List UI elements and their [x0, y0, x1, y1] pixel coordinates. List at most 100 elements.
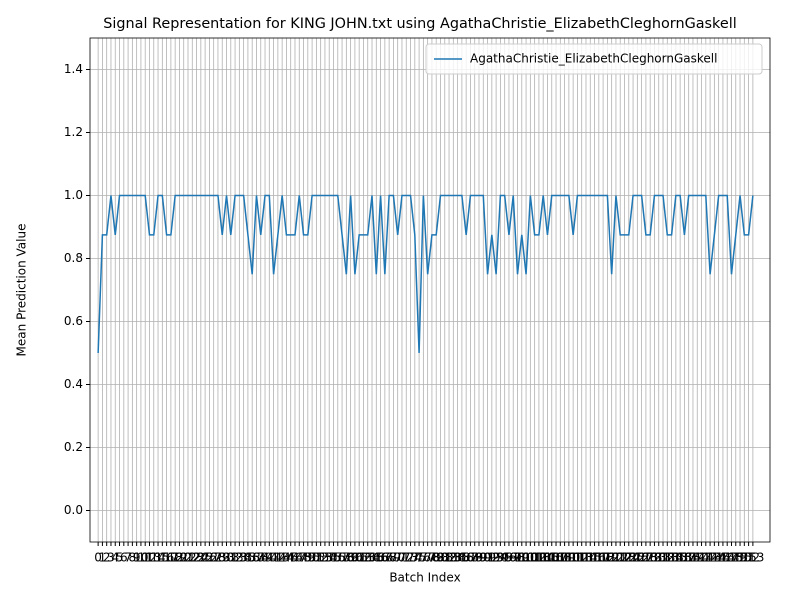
x-tick-label: 53: [317, 551, 332, 565]
x-tick-label: 21: [180, 551, 195, 565]
x-tick-label: 141: [690, 551, 713, 565]
plot-frame: [89, 37, 771, 543]
x-tick-label: 124: [617, 551, 640, 565]
x-tick-label: 75: [411, 551, 426, 565]
x-tick-label: 128: [634, 551, 657, 565]
y-tick-label: 1.0: [64, 188, 83, 202]
x-tick-label: 113: [570, 551, 593, 565]
x-tick-label: 29: [215, 551, 230, 565]
x-tick-label: 44: [279, 551, 294, 565]
x-tick-label: 106: [540, 551, 563, 565]
x-tick-label: 144: [703, 551, 726, 565]
legend-box: [425, 43, 763, 75]
x-tick-label: 55: [326, 551, 341, 565]
y-tick-label: 1.4: [64, 62, 83, 76]
x-tick-label: 17: [163, 551, 178, 565]
x-tick-label: 150: [729, 551, 752, 565]
legend-label: AgathaChristie_ElizabethCleghornGaskell: [470, 52, 717, 66]
x-tick-label: 59: [343, 551, 358, 565]
x-tick-label: 85: [454, 551, 469, 565]
x-tick-label: 67: [377, 551, 392, 565]
x-tick-label: 2: [103, 551, 111, 565]
x-tick-label: 70: [390, 551, 405, 565]
x-tick-label: 1: [99, 551, 107, 565]
x-tick-label: 114: [575, 551, 598, 565]
x-tick-label: 38: [253, 551, 268, 565]
x-tick-label: 40: [262, 551, 277, 565]
x-tick-label: 92: [484, 551, 499, 565]
x-tick-label: 98: [510, 551, 525, 565]
x-tick-label: 0: [94, 551, 102, 565]
x-tick-label: 100: [515, 551, 538, 565]
x-tick-label: 142: [694, 551, 717, 565]
y-tick-label: 0.2: [64, 440, 83, 454]
x-tick-label: 108: [549, 551, 572, 565]
x-tick-label: 147: [716, 551, 739, 565]
chart-title: Signal Representation for KING JOHN.txt …: [103, 16, 736, 32]
x-tick-label: 19: [172, 551, 187, 565]
x-tick-label: 116: [583, 551, 606, 565]
x-tick-label: 73: [403, 551, 418, 565]
x-tick-label: 151: [733, 551, 756, 565]
x-tick-label: 146: [711, 551, 734, 565]
x-tick-label: 11: [138, 551, 153, 565]
x-tick-label: 31: [223, 551, 238, 565]
x-tick-label: 34: [236, 551, 251, 565]
x-tick-label: 136: [669, 551, 692, 565]
y-tick-label: 0.4: [64, 377, 83, 391]
x-tick-label: 35: [240, 551, 255, 565]
x-tick-label: 78: [424, 551, 439, 565]
y-tick-label: 0.8: [64, 251, 83, 265]
x-tick-label: 48: [296, 551, 311, 565]
x-tick-label: 56: [330, 551, 345, 565]
x-tick-label: 13: [146, 551, 161, 565]
x-tick-label: 61: [352, 551, 367, 565]
y-tick-label: 0.0: [64, 503, 83, 517]
x-tick-label: 77: [420, 551, 435, 565]
x-tick-label: 27: [206, 551, 221, 565]
x-tick-label: 91: [480, 551, 495, 565]
x-tick-label: 130: [643, 551, 666, 565]
x-tick-label: 105: [536, 551, 559, 565]
x-tick-label: 45: [283, 551, 298, 565]
x-tick-label: 62: [356, 551, 371, 565]
x-tick-label: 96: [501, 551, 516, 565]
x-tick-label: 83: [446, 551, 461, 565]
x-tick-label: 64: [364, 551, 379, 565]
x-tick-label: 148: [720, 551, 743, 565]
y-tick-label: 0.6: [64, 314, 83, 328]
x-tick-label: 118: [592, 551, 615, 565]
y-tick-label: 1.2: [64, 125, 83, 139]
x-tick-label: 71: [394, 551, 409, 565]
x-tick-label: 133: [656, 551, 679, 565]
x-tick-label: 43: [275, 551, 290, 565]
x-tick-label: 18: [168, 551, 183, 565]
x-tick-label: 126: [626, 551, 649, 565]
x-tick-label: 52: [313, 551, 328, 565]
x-tick-label: 3: [107, 551, 115, 565]
x-tick-label: 30: [219, 551, 234, 565]
x-tick-label: 28: [210, 551, 225, 565]
x-tick-label: 39: [257, 551, 272, 565]
x-tick-label: 93: [488, 551, 503, 565]
x-tick-label: 137: [673, 551, 696, 565]
x-tick-label: 117: [587, 551, 610, 565]
x-tick-label: 139: [682, 551, 705, 565]
x-tick-label: 103: [527, 551, 550, 565]
x-tick-label: 81: [437, 551, 452, 565]
x-tick-label: 65: [369, 551, 384, 565]
x-tick-label: 88: [467, 551, 482, 565]
x-tick-label: 76: [416, 551, 431, 565]
x-tick-label: 87: [463, 551, 478, 565]
x-tick-label: 121: [604, 551, 627, 565]
x-tick-label: 32: [227, 551, 242, 565]
x-tick-label: 51: [309, 551, 324, 565]
x-tick-label: 140: [686, 551, 709, 565]
x-tick-label: 33: [232, 551, 247, 565]
x-tick-label: 149: [724, 551, 747, 565]
x-tick-label: 4: [111, 551, 119, 565]
x-tick-label: 37: [249, 551, 264, 565]
x-tick-label: 57: [334, 551, 349, 565]
x-tick-label: 119: [596, 551, 619, 565]
